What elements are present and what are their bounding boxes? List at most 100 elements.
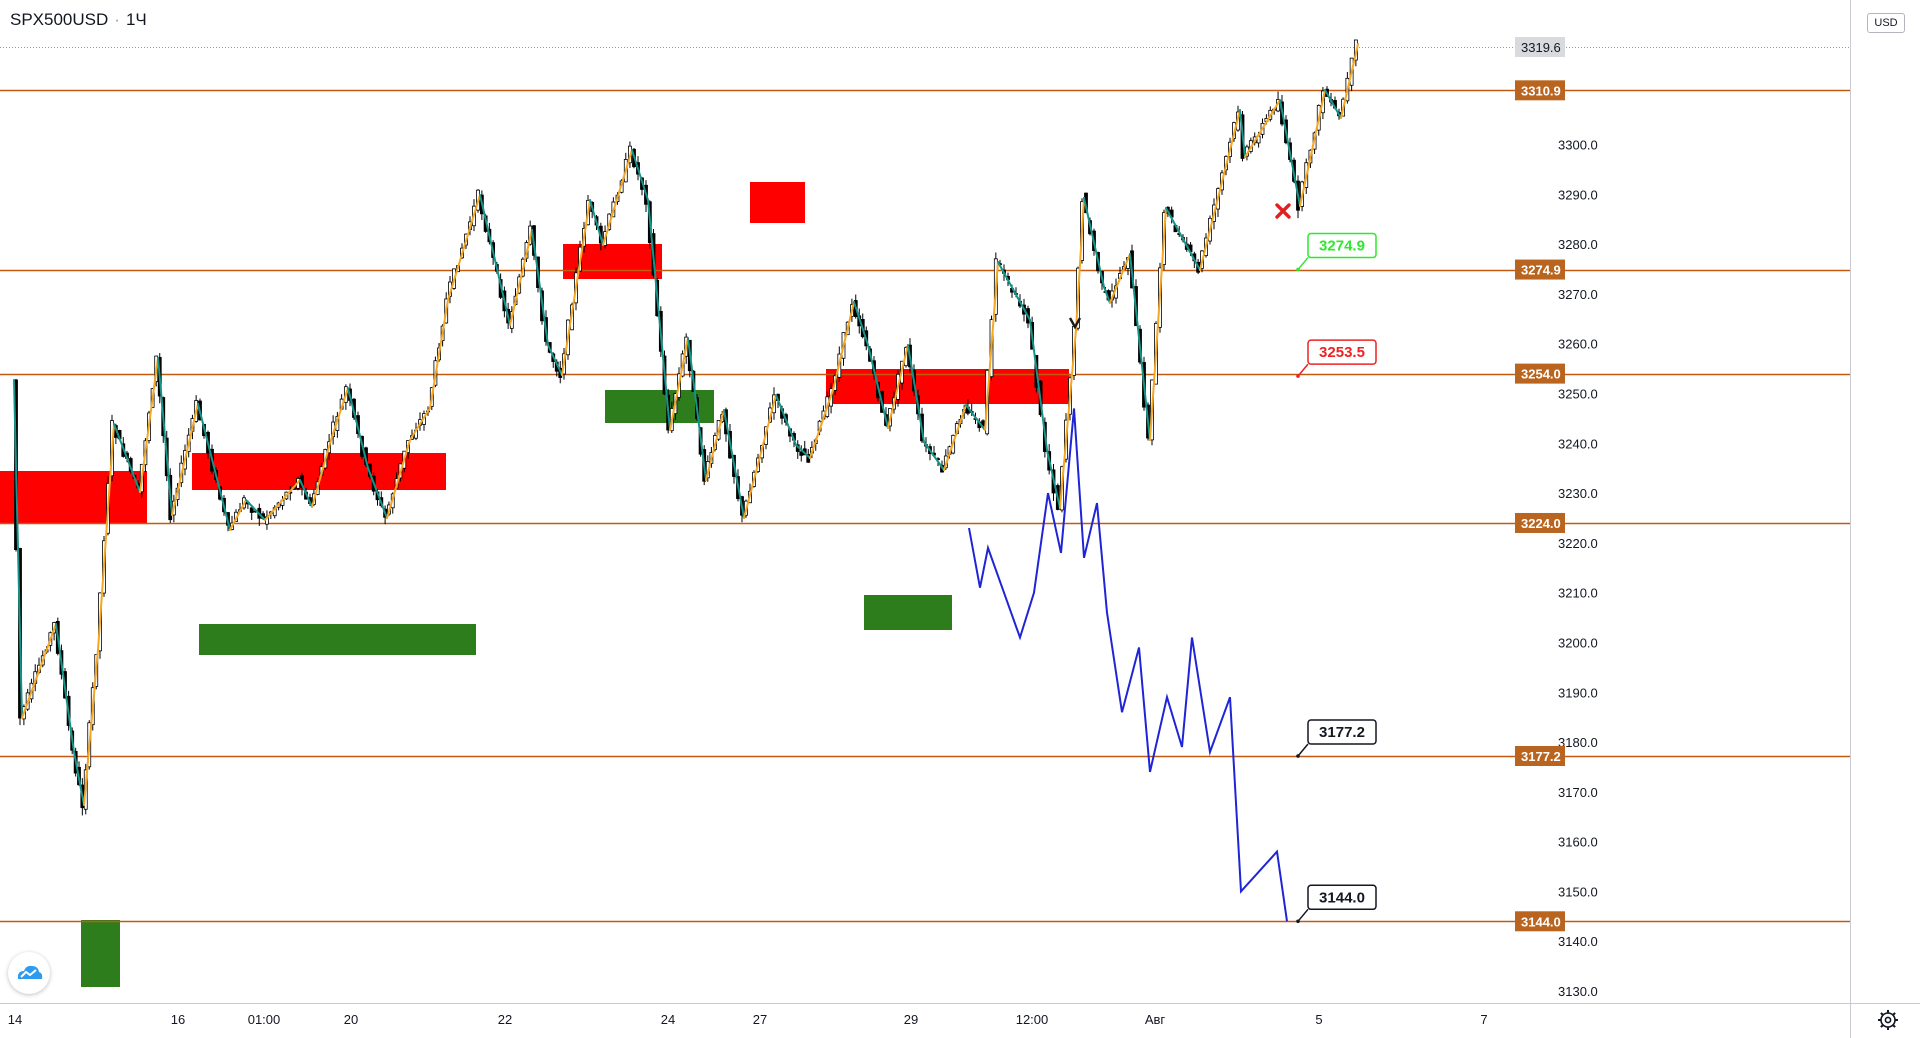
zigzag-segment: [197, 403, 231, 531]
zigzag-segment: [531, 229, 549, 346]
plot-area[interactable]: 3274.9 3253.5 3177.2 3144.0: [0, 0, 1850, 1003]
title-separator: ·: [114, 10, 120, 29]
zigzag-segment: [330, 387, 349, 441]
candle-body: [799, 451, 804, 456]
price-tick-label: 3130.0: [1558, 984, 1598, 999]
zigzag-segment: [561, 199, 591, 376]
zigzag-segment: [245, 499, 266, 521]
callout-anchor: [1296, 919, 1300, 924]
zigzag-segment: [73, 751, 85, 806]
time-tick-label: 29: [904, 1012, 918, 1027]
price-tick-label: 3190.0: [1558, 685, 1598, 700]
symbol-title[interactable]: SPX500USD · 1Ч: [10, 10, 147, 30]
level-price-tag: [1515, 745, 1565, 766]
time-tick-label: 27: [753, 1012, 767, 1027]
zigzag-segment: [13, 379, 23, 719]
bearish-zone: [0, 471, 147, 523]
time-tick-label: 14: [8, 1012, 22, 1027]
price-tick-label: 3200.0: [1558, 635, 1598, 650]
price-tick-label: 3180.0: [1558, 735, 1598, 750]
time-tick-label: 5: [1315, 1012, 1322, 1027]
time-tick-label: Авг: [1145, 1012, 1166, 1027]
zigzag-segment: [55, 623, 75, 753]
tradingview-logo-icon[interactable]: [8, 952, 50, 994]
symbol-name: SPX500USD: [10, 10, 109, 29]
zigzag-segment: [229, 499, 247, 531]
price-tick-label: 3270.0: [1558, 287, 1598, 302]
zigzag-segment: [1149, 207, 1167, 441]
callout-label: 3253.5: [1319, 344, 1365, 361]
zigzag-segment: [602, 149, 633, 246]
supply-demand-zones: [0, 182, 1069, 987]
last-price-tag: [1515, 37, 1565, 57]
callout-box: [1307, 339, 1377, 365]
projection-line: [968, 408, 1288, 922]
zigzag-segment: [386, 439, 411, 519]
zigzag-segment: [1075, 197, 1085, 331]
zigzag-segment: [1324, 89, 1342, 119]
zigzag-segment: [809, 389, 834, 459]
zigzag-segment: [429, 299, 449, 409]
level-price-tag: [1515, 911, 1565, 932]
level-price-label: 3310.9: [1521, 83, 1561, 98]
callout-box: [1307, 719, 1377, 745]
chart-markers: [1068, 203, 1291, 330]
callout-label: 3177.2: [1319, 724, 1365, 741]
callout-label: 3274.9: [1319, 238, 1365, 255]
zigzag-segment: [589, 199, 604, 246]
callout-leader: [1297, 743, 1309, 757]
time-tick-label: 16: [171, 1012, 185, 1027]
zigzag-segment: [1129, 253, 1151, 441]
zigzag-segment: [547, 344, 563, 376]
price-tick-label: 3260.0: [1558, 337, 1598, 352]
zigzag-segment: [97, 423, 115, 651]
zigzag-segment: [795, 444, 811, 459]
zigzag-segment: [723, 409, 745, 519]
zigzag-segment: [1199, 109, 1241, 271]
price-axis[interactable]: 3300.0 3290.0 3280.0 3270.0 3260.0 3250.0 3240…: [1515, 0, 1920, 1038]
currency-badge[interactable]: USD: [1867, 13, 1905, 33]
zigzag-segment: [832, 301, 855, 391]
time-axis[interactable]: 14 16 01:00 20 22 24 27 29 12:00 Авг 5 7: [0, 1003, 1920, 1028]
price-tick-label: 3140.0: [1558, 934, 1598, 949]
gear-icon: [1878, 1010, 1898, 1030]
zigzag-segment: [775, 394, 797, 446]
zigzag-segment: [647, 199, 671, 431]
level-price-tag: [1515, 259, 1565, 280]
level-price-label: 3144.0: [1521, 914, 1561, 929]
level-price-tag: [1515, 363, 1565, 384]
callout-leader: [1297, 257, 1309, 271]
zigzag-segment: [299, 479, 313, 508]
level-price-tag: [1515, 512, 1565, 533]
price-tick-label: 3240.0: [1558, 436, 1598, 451]
zigzag-segment: [943, 404, 967, 471]
zigzag-segment: [157, 357, 173, 516]
zigzag-segment: [1239, 109, 1246, 158]
price-tick-label: 3220.0: [1558, 536, 1598, 551]
bullish-zone: [864, 595, 952, 630]
zigzag-segment: [1109, 253, 1131, 304]
zigzag-segment: [409, 407, 431, 441]
price-tick-label: 3290.0: [1558, 187, 1598, 202]
callout-label: 3144.0: [1319, 889, 1365, 906]
price-tick-label: 3250.0: [1558, 387, 1598, 402]
price-tick-label: 3170.0: [1558, 785, 1598, 800]
zigzag-segment: [1103, 286, 1111, 304]
zigzag-segment: [264, 479, 301, 521]
settings-gear-icon[interactable]: [1876, 1008, 1900, 1032]
zigzag-segment: [887, 344, 909, 429]
callout-box: [1307, 884, 1377, 911]
level-price-label: 3274.9: [1521, 263, 1561, 278]
price-tick-label: 3210.0: [1558, 586, 1598, 601]
callout-anchor: [1296, 374, 1300, 378]
price-level-tags: 3319.6 3310.9 3274.9 3254.0 3224.0 3177.2 3144…: [1515, 37, 1565, 932]
zigzag-segment: [311, 439, 332, 508]
zigzag-segment: [171, 403, 199, 516]
zigzag-segment: [347, 387, 369, 469]
callout-box: [1307, 232, 1377, 259]
zigzag-segment: [447, 194, 481, 301]
price-callouts: 3274.9 3253.5 3177.2 3144.0: [1296, 232, 1377, 924]
zigzag-segment: [83, 649, 99, 806]
bullish-zone: [199, 624, 476, 655]
